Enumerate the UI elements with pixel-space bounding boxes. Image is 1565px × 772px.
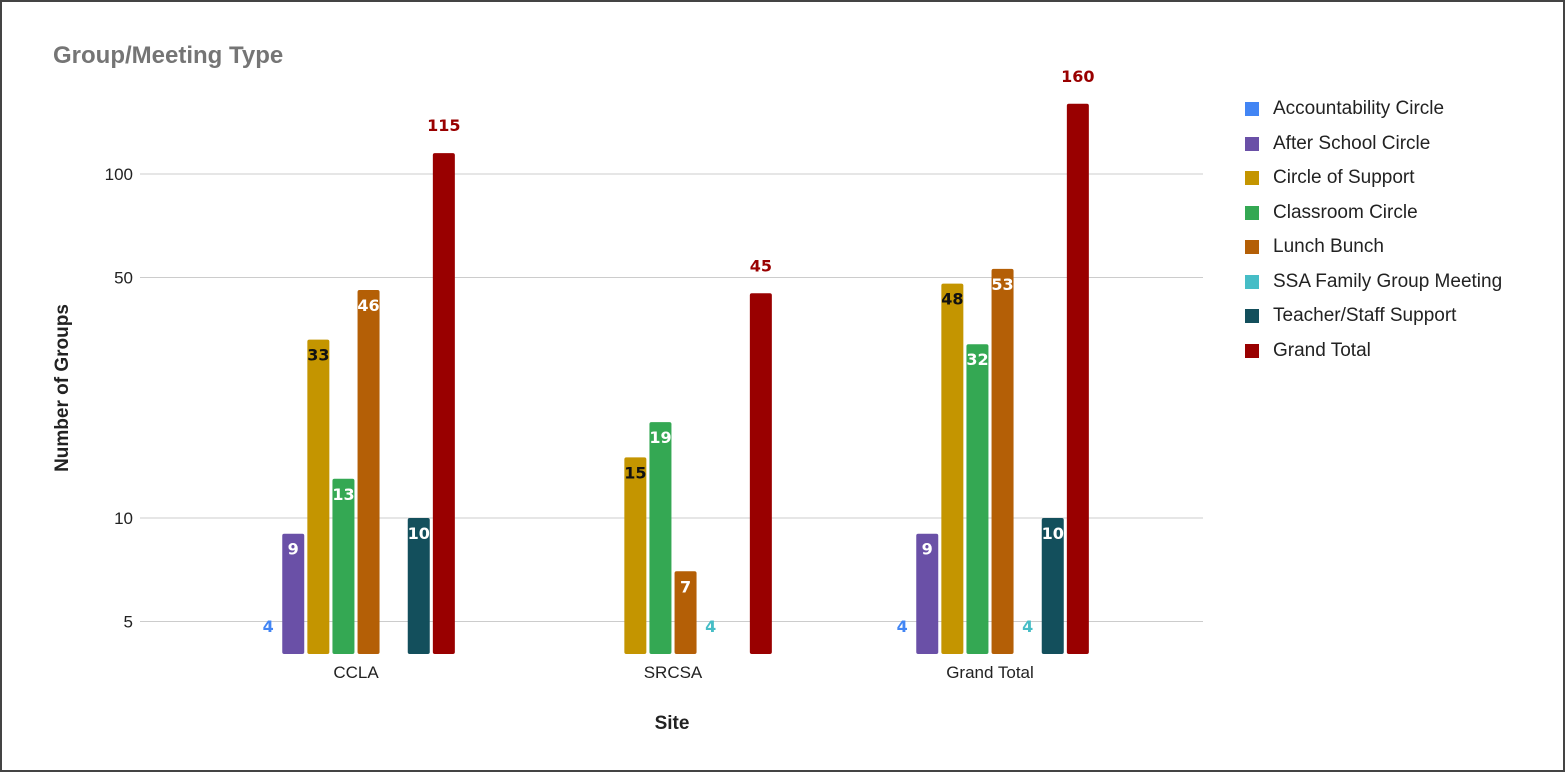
legend-item: Lunch Bunch (1245, 230, 1502, 265)
bar (307, 339, 330, 654)
bar (432, 153, 455, 655)
x-tick-label: CCLA (333, 663, 379, 682)
legend-item: Grand Total (1245, 334, 1502, 369)
x-tick-label: Grand Total (946, 663, 1034, 682)
legend-item: SSA Family Group Meeting (1245, 265, 1502, 300)
bar (624, 457, 647, 654)
legend-item: Teacher/Staff Support (1245, 299, 1502, 334)
legend-label: Circle of Support (1273, 167, 1415, 189)
x-tick-label: SRCSA (644, 663, 703, 682)
data-label: 45 (750, 256, 772, 275)
chart-title: Group/Meeting Type (53, 42, 284, 69)
data-label: 15 (624, 463, 646, 482)
data-label: 13 (332, 485, 354, 504)
bar (357, 290, 380, 654)
legend-swatch (1245, 343, 1259, 358)
data-label: 32 (966, 350, 988, 369)
legend-item: After School Circle (1245, 127, 1502, 162)
bar (991, 268, 1014, 654)
legend-label: Grand Total (1273, 339, 1371, 361)
bar (916, 533, 939, 654)
legend-swatch (1245, 205, 1259, 220)
data-label: 10 (1042, 524, 1064, 543)
y-tick-label: 100 (105, 165, 133, 184)
data-label: 4 (263, 617, 274, 636)
bar (674, 571, 697, 654)
legend-label: Teacher/Staff Support (1273, 305, 1457, 327)
chart-legend: Accountability Circle After School Circle… (1245, 92, 1502, 368)
data-label: 4 (1022, 617, 1033, 636)
y-tick-label: 10 (114, 509, 133, 528)
y-tick-label: 5 (124, 613, 133, 632)
legend-swatch (1245, 136, 1259, 151)
data-label: 4 (705, 617, 716, 636)
legend-swatch (1245, 102, 1259, 117)
data-label: 46 (357, 296, 379, 315)
data-label: 48 (941, 290, 963, 309)
x-axis-title: Site (655, 713, 690, 734)
legend-item: Circle of Support (1245, 161, 1502, 196)
legend-item: Classroom Circle (1245, 196, 1502, 231)
legend-label: SSA Family Group Meeting (1273, 270, 1503, 292)
data-label: 4 (897, 617, 908, 636)
legend-label: After School Circle (1273, 132, 1431, 154)
y-axis-title: Number of Groups (52, 304, 73, 472)
bar (1041, 518, 1064, 654)
data-label: 115 (427, 116, 460, 135)
legend-swatch (1245, 274, 1259, 289)
bar (282, 533, 305, 654)
data-label: 7 (680, 577, 691, 596)
legend-swatch (1245, 240, 1259, 255)
legend-label: Accountability Circle (1273, 98, 1445, 120)
bar (1066, 103, 1089, 655)
y-tick-label: 50 (114, 269, 133, 288)
data-label: 19 (649, 428, 671, 447)
legend-swatch (1245, 309, 1259, 324)
data-label: 10 (408, 524, 430, 543)
legend-label: Classroom Circle (1273, 201, 1418, 223)
data-label: 53 (991, 275, 1013, 294)
data-label: 9 (922, 540, 933, 559)
bar (407, 518, 430, 654)
bar (649, 422, 672, 654)
legend-item: Accountability Circle (1245, 92, 1502, 127)
bar (749, 293, 772, 654)
data-label: 9 (288, 540, 299, 559)
legend-label: Lunch Bunch (1273, 236, 1384, 258)
bar (941, 283, 964, 654)
legend-swatch (1245, 171, 1259, 186)
bar (966, 344, 989, 654)
bar (332, 478, 355, 654)
data-label: 33 (307, 346, 329, 365)
data-label: 160 (1061, 67, 1094, 86)
